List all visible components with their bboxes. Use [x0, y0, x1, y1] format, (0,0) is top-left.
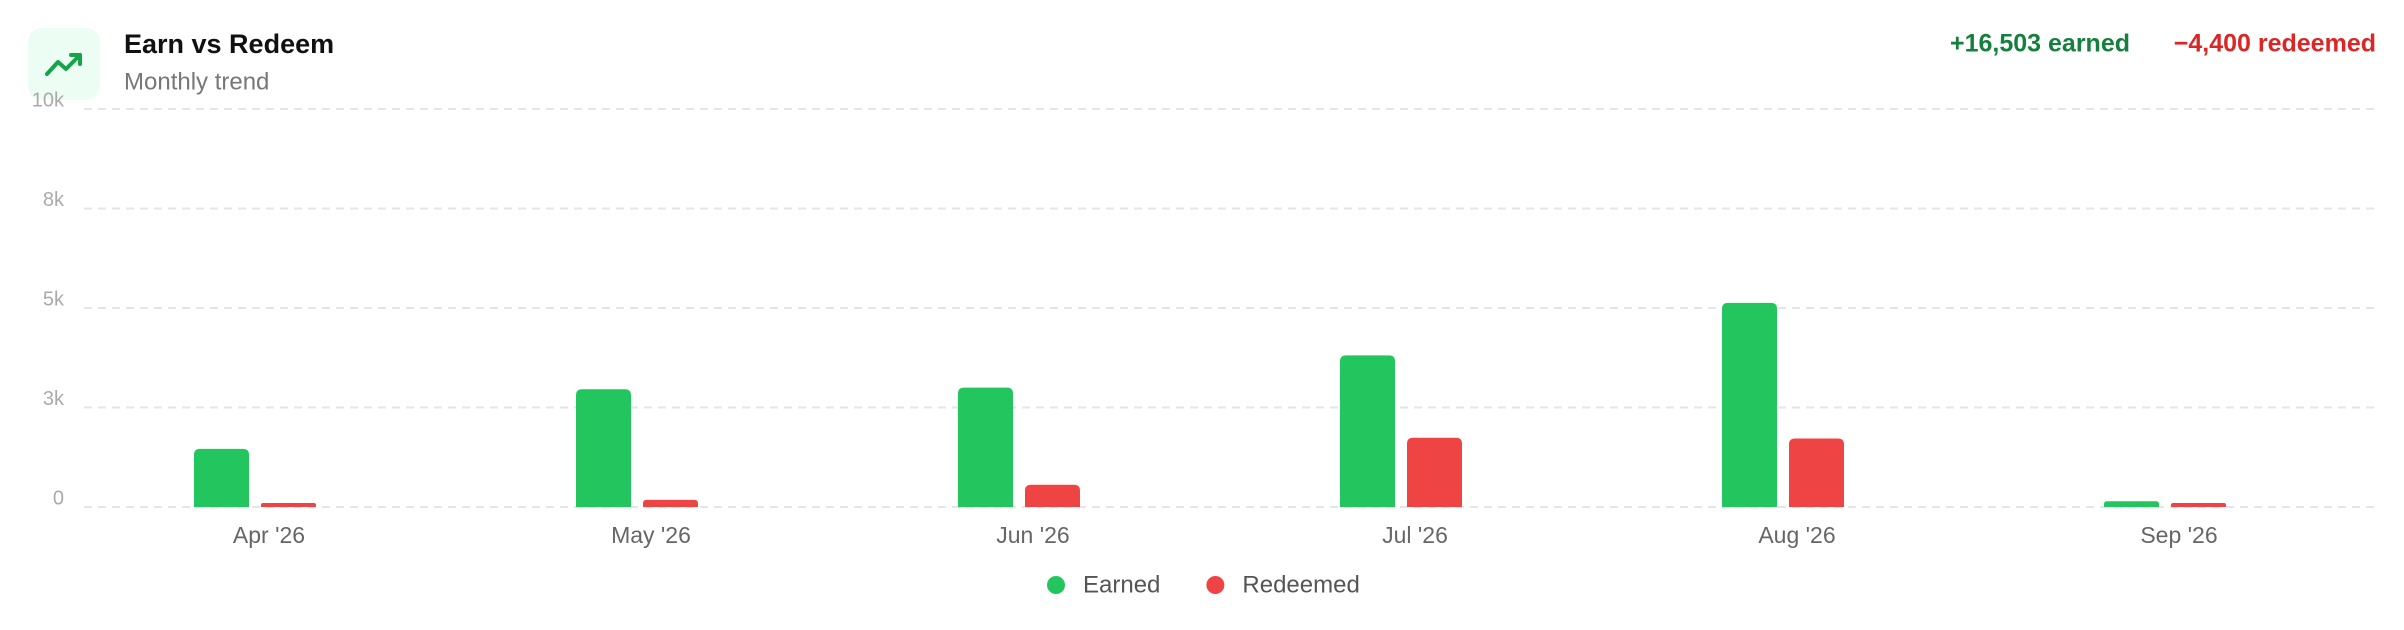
y-tick-label: 8k: [43, 189, 65, 211]
bar: [576, 389, 631, 507]
trend-icon: [45, 53, 82, 76]
legend-swatch: [1206, 576, 1225, 594]
bar: [958, 387, 1013, 507]
chart-title: Earn vs Redeem: [124, 29, 334, 59]
legend-label: Redeemed: [1242, 571, 1359, 598]
bar: [1340, 355, 1395, 507]
y-tick-label: 10k: [32, 89, 65, 111]
bar: [2171, 503, 2226, 507]
y-tick-label: 3k: [43, 388, 65, 410]
y-tick-label: 0: [53, 487, 64, 509]
bar: [2104, 501, 2159, 507]
x-tick-label: Jun '26: [996, 522, 1069, 548]
bar: [1722, 302, 1777, 507]
legend-swatch: [1047, 576, 1065, 594]
trend-icon-arrow: [69, 53, 82, 66]
x-tick-label: Aug '26: [1758, 522, 1835, 548]
icon-box: [28, 28, 100, 100]
x-tick-label: May '26: [611, 522, 691, 548]
bar: [1025, 484, 1080, 507]
x-tick-label: Jul '26: [1382, 522, 1448, 548]
y-tick-label: 5k: [43, 288, 65, 310]
earned-total: +16,503 earned: [1950, 30, 2130, 58]
x-tick-label: Sep '26: [2140, 522, 2217, 548]
chart-subtitle: Monthly trend: [124, 68, 269, 95]
x-tick-label: Apr '26: [233, 522, 305, 548]
bar: [1789, 438, 1844, 507]
bar: [1407, 437, 1462, 507]
bar: [643, 499, 698, 507]
legend-label: Earned: [1083, 571, 1160, 598]
redeemed-total: −4,400 redeemed: [2174, 30, 2376, 58]
bar: [261, 503, 316, 507]
bar: [194, 448, 249, 507]
